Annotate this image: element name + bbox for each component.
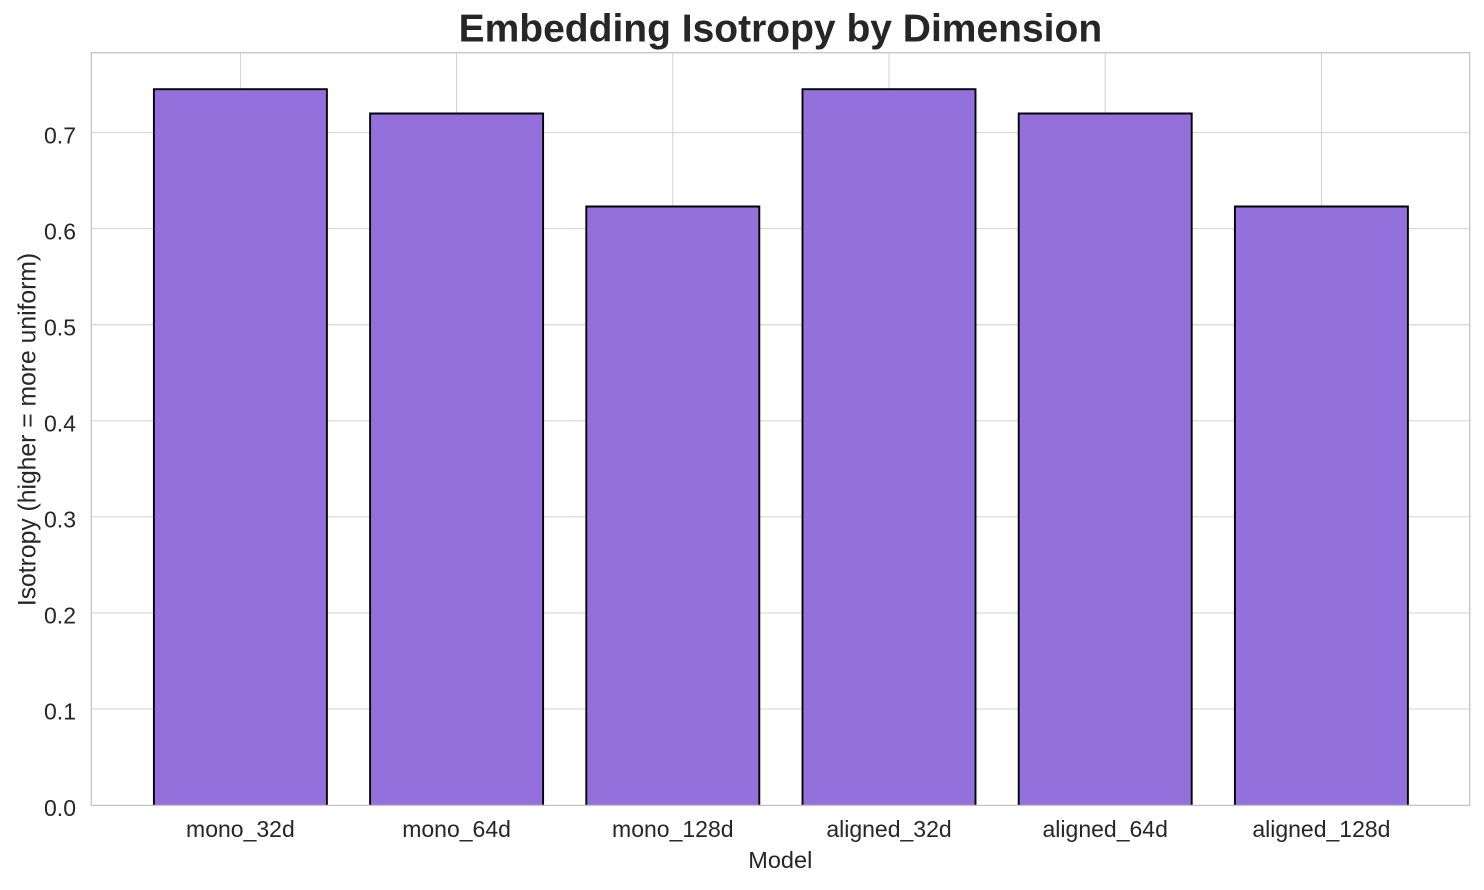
svg-text:aligned_128d: aligned_128d — [1252, 816, 1390, 842]
svg-text:Isotropy (higher = more unifor: Isotropy (higher = more uniform) — [15, 253, 42, 606]
svg-text:0.1: 0.1 — [44, 699, 76, 725]
svg-text:aligned_64d: aligned_64d — [1043, 816, 1168, 842]
svg-text:0.0: 0.0 — [44, 795, 76, 821]
svg-text:0.5: 0.5 — [44, 314, 76, 340]
svg-text:Embedding Isotropy by Dimensio: Embedding Isotropy by Dimension — [459, 7, 1103, 50]
svg-text:Model: Model — [748, 847, 812, 873]
svg-text:0.6: 0.6 — [44, 218, 76, 244]
svg-text:mono_32d: mono_32d — [186, 816, 295, 842]
svg-text:0.3: 0.3 — [44, 506, 76, 532]
svg-text:0.2: 0.2 — [44, 603, 76, 629]
svg-text:0.7: 0.7 — [44, 122, 76, 148]
svg-text:aligned_32d: aligned_32d — [826, 816, 951, 842]
svg-text:mono_128d: mono_128d — [612, 816, 734, 842]
svg-text:mono_64d: mono_64d — [402, 816, 511, 842]
svg-text:0.4: 0.4 — [44, 410, 76, 436]
